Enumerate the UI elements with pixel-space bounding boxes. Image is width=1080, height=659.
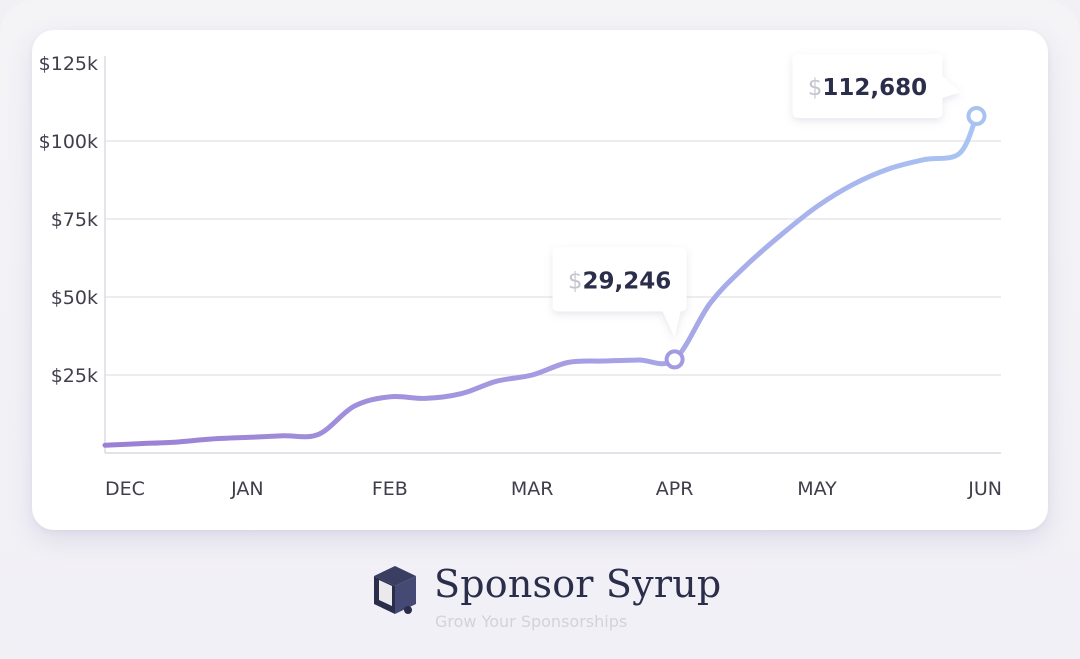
brand-footer: Sponsor Syrup Grow Your Sponsorships [370,562,730,638]
brand-name: Sponsor Syrup [434,562,722,606]
callout-box [792,54,961,119]
x-tick-label: DEC [105,478,145,500]
callout-value: 29,246 [583,268,672,294]
data-point-marker [966,106,987,127]
x-tick-label: JUN [967,478,1002,500]
y-tick-label: $125k [39,53,98,75]
callout-label: $29,246 [568,268,671,294]
chart-card: $25k $50k $75k $100k $125k DEC JAN FEB MAR APR MA… [32,30,1048,530]
axes [104,56,1001,454]
y-tick-label: $100k [39,131,98,153]
x-tick-label: MAR [511,478,554,500]
brand-tagline: Grow Your Sponsorships [435,612,628,631]
revenue-line-chart: $25k $50k $75k $100k $125k DEC JAN FEB MAR APR MA… [39,53,1002,500]
y-tick-label: $25k [51,365,98,387]
x-axis-ticks: DEC JAN FEB MAR APR MAY JUN [105,478,1002,500]
callout-label: $112,680 [808,75,927,101]
series-layer [102,113,979,448]
x-tick-label: FEB [372,478,408,500]
x-tick-label: MAY [797,478,837,500]
syrup-box-logo-icon [374,566,416,614]
x-tick-label: JAN [230,478,263,500]
callout-currency: $ [568,268,583,294]
callout-value: 112,680 [822,75,927,101]
data-point-marker [664,349,685,370]
callout-apr: $29,246 [552,247,687,370]
y-tick-label: $50k [51,287,98,309]
series-line [102,113,979,448]
y-axis-ticks: $25k $50k $75k $100k $125k [39,53,98,387]
callout-jun: $112,680 [792,54,987,127]
callout-box [552,247,687,338]
y-tick-label: $75k [51,209,98,231]
callout-currency: $ [808,75,823,101]
callouts-layer: $29,246$112,680 [552,54,987,370]
x-tick-label: APR [656,478,694,500]
